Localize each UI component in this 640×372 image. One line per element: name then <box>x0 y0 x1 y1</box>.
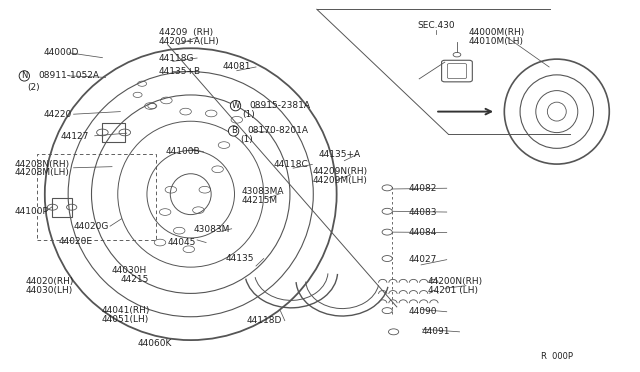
Text: B: B <box>230 126 237 135</box>
Text: 44091: 44091 <box>421 327 450 336</box>
Text: 44100P: 44100P <box>14 207 48 216</box>
Text: 44215: 44215 <box>120 275 148 284</box>
Text: 44090: 44090 <box>408 307 437 316</box>
Text: 44135+B: 44135+B <box>159 67 201 76</box>
Text: 44030(LH): 44030(LH) <box>26 286 73 295</box>
Text: (1): (1) <box>240 135 253 144</box>
Text: 44082: 44082 <box>408 184 436 193</box>
Text: 44135+A: 44135+A <box>319 150 361 159</box>
Text: 44081: 44081 <box>223 62 252 71</box>
Text: SEC.430: SEC.430 <box>417 21 455 30</box>
Text: 44020E: 44020E <box>59 237 93 246</box>
Text: 44208N(RH): 44208N(RH) <box>14 160 69 169</box>
Text: 44000D: 44000D <box>44 48 79 57</box>
Text: 44118C: 44118C <box>274 160 308 169</box>
Text: 44215M: 44215M <box>242 196 278 205</box>
Text: 44027: 44027 <box>408 255 436 264</box>
Text: 44201 (LH): 44201 (LH) <box>428 286 477 295</box>
Text: 44083: 44083 <box>408 208 437 217</box>
Text: 44041(RH): 44041(RH) <box>101 306 150 315</box>
Text: 44209N(RH): 44209N(RH) <box>312 167 367 176</box>
Text: 44000M(RH): 44000M(RH) <box>468 28 525 37</box>
Bar <box>52 198 72 217</box>
Text: 44208M(LH): 44208M(LH) <box>14 169 69 177</box>
Text: 44051(LH): 44051(LH) <box>101 315 148 324</box>
Text: 44220: 44220 <box>44 110 72 119</box>
Text: 44127: 44127 <box>60 132 88 141</box>
Text: 44209  (RH): 44209 (RH) <box>159 28 213 37</box>
Text: 44020G: 44020G <box>74 222 109 231</box>
Text: 44209+A(LH): 44209+A(LH) <box>159 37 220 46</box>
Text: W: W <box>232 101 239 110</box>
Text: 08915-2381A: 08915-2381A <box>250 101 310 110</box>
Text: 43083MA: 43083MA <box>242 187 284 196</box>
Bar <box>37 154 156 240</box>
Text: 08170-8201A: 08170-8201A <box>248 126 308 135</box>
Text: 44020(RH): 44020(RH) <box>26 278 74 286</box>
Text: 08911-1052A: 08911-1052A <box>38 71 99 80</box>
Text: 44135: 44135 <box>225 254 254 263</box>
Text: 44060K: 44060K <box>138 339 172 348</box>
Text: 44100B: 44100B <box>165 147 200 156</box>
Text: 44209M(LH): 44209M(LH) <box>312 176 367 185</box>
Text: (2): (2) <box>28 83 40 92</box>
Text: 44084: 44084 <box>408 228 436 237</box>
Text: 44118D: 44118D <box>246 316 282 325</box>
Text: 44030H: 44030H <box>112 266 147 275</box>
Text: 44045: 44045 <box>168 238 196 247</box>
Text: R  000P: R 000P <box>541 352 573 361</box>
Text: 44118G: 44118G <box>159 54 194 62</box>
Bar <box>102 123 125 142</box>
Text: 44200N(RH): 44200N(RH) <box>428 278 483 286</box>
Text: 44010M(LH): 44010M(LH) <box>468 37 524 46</box>
Text: N: N <box>21 71 28 80</box>
Text: (1): (1) <box>242 110 255 119</box>
Text: 43083M: 43083M <box>193 225 230 234</box>
